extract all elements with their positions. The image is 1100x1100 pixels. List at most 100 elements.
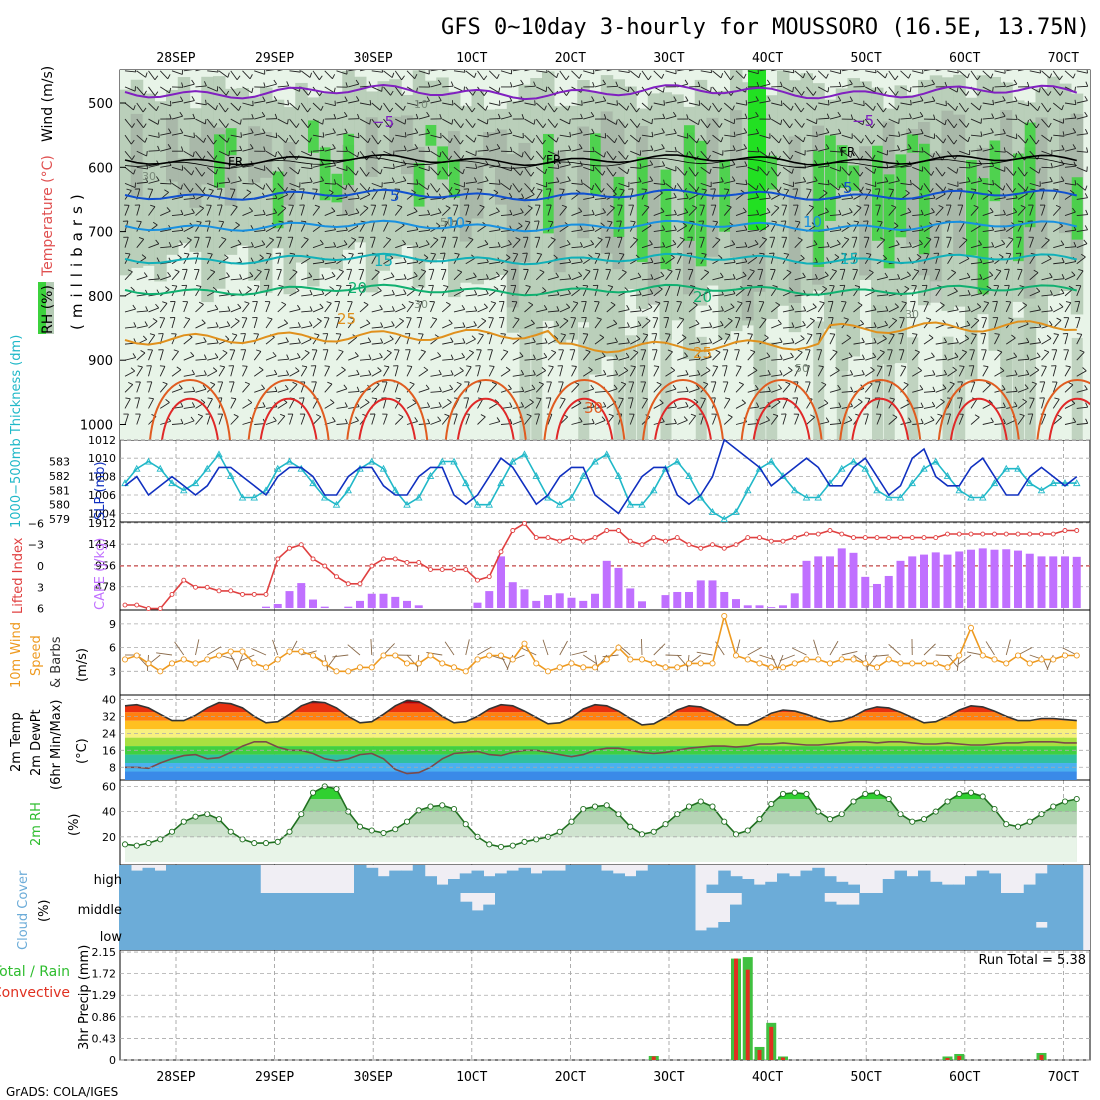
wind-barb xyxy=(594,420,606,425)
temp-band xyxy=(125,754,1077,764)
wind-barb xyxy=(180,146,184,152)
wind-barb xyxy=(571,165,583,168)
wind-barb xyxy=(203,354,207,360)
cloud-bar xyxy=(342,922,355,950)
wind-barb xyxy=(395,293,407,297)
wind-barb xyxy=(301,150,312,157)
wind-barb xyxy=(297,105,301,111)
pressure-tick-label: 600 xyxy=(88,161,113,176)
wind-barb xyxy=(176,366,182,371)
wind-barb xyxy=(876,239,886,248)
wind-barb xyxy=(1041,294,1053,297)
wind-barb xyxy=(865,188,871,191)
cloud-axis-label: Cloud Cover xyxy=(16,870,31,950)
wind-barb xyxy=(430,285,434,297)
cloud-bar xyxy=(589,865,602,893)
wind-barb xyxy=(578,417,583,422)
wind-barb xyxy=(780,119,783,125)
wind-barb xyxy=(912,243,923,249)
wind-speed-line-point xyxy=(603,656,610,663)
wind-barb xyxy=(688,304,698,313)
wind-barb xyxy=(764,334,769,339)
wind-barb xyxy=(735,366,742,377)
time-axis-label: 3OCT xyxy=(653,1070,684,1085)
wind-barb xyxy=(489,86,499,93)
cloud-bar xyxy=(753,893,766,922)
wind-barb xyxy=(653,402,664,409)
wind-barb xyxy=(641,206,650,216)
wind-barb xyxy=(213,123,218,128)
wind-barb xyxy=(262,96,266,102)
wind-barb xyxy=(888,164,900,168)
cloud-bar xyxy=(142,922,155,950)
wind-barb xyxy=(894,303,899,308)
wind-barb xyxy=(309,137,312,143)
wind-speed-line-point xyxy=(192,660,199,667)
wind-barb xyxy=(1047,254,1052,260)
cloud-level-label: low xyxy=(100,930,123,945)
wind-barb xyxy=(911,270,920,281)
rh-shade-cell xyxy=(1047,76,1060,296)
wind-barb xyxy=(430,318,438,329)
isotherm-35 xyxy=(1048,397,1090,440)
wind-barb xyxy=(524,85,536,88)
wind-barb xyxy=(1002,402,1006,408)
wind-barb xyxy=(935,150,943,161)
wind-barb xyxy=(230,70,238,81)
wind-barb xyxy=(892,317,897,321)
wind-barb xyxy=(426,111,430,117)
wind-barb xyxy=(626,305,630,310)
wind-barb xyxy=(1029,342,1041,345)
wind-barb xyxy=(889,397,895,400)
wind-barb xyxy=(1065,301,1071,304)
wind-barb xyxy=(384,365,390,368)
wind-speed-line-point xyxy=(580,664,587,671)
wind-barb xyxy=(324,229,336,233)
wind-barb xyxy=(958,102,966,113)
wind-barb xyxy=(312,416,322,425)
wind-barb xyxy=(606,237,611,248)
wind-barb xyxy=(301,338,312,345)
wind-barb xyxy=(1059,75,1063,81)
cloud-bar xyxy=(1047,865,1060,893)
wind-barb xyxy=(800,107,805,113)
cape-bar xyxy=(1049,556,1058,608)
wind-barb xyxy=(641,225,652,232)
wind-barb xyxy=(531,384,536,390)
temp-band xyxy=(125,703,1077,713)
wind-barb xyxy=(959,310,971,313)
cloud-bar xyxy=(401,922,414,950)
wind-barb xyxy=(618,383,627,393)
wind-barb xyxy=(453,383,462,393)
cloud-units-label: (%) xyxy=(37,900,52,923)
wind-barb xyxy=(319,239,324,245)
cape-bar xyxy=(696,580,705,608)
wind-barb xyxy=(496,144,501,149)
wind-barb xyxy=(488,70,498,79)
wind-barb xyxy=(423,366,429,371)
wind-barb xyxy=(394,349,400,361)
wind-barb xyxy=(864,413,869,425)
wind-barb xyxy=(1041,276,1053,281)
wind-barb xyxy=(665,285,671,297)
rh-shade-cell xyxy=(166,117,179,182)
wind-barb xyxy=(345,82,348,88)
wind-barb xyxy=(413,207,418,212)
wind-barb xyxy=(709,168,712,174)
wind-barb xyxy=(571,132,583,136)
wind-barb xyxy=(571,246,583,249)
wind-barb xyxy=(835,366,840,371)
wind-barb xyxy=(208,188,214,191)
wind-barb xyxy=(441,183,451,192)
wind-barb xyxy=(685,369,689,375)
wind-barb xyxy=(727,317,733,322)
wind-barb xyxy=(571,365,577,367)
wind-barb xyxy=(500,369,511,377)
wind-barb xyxy=(723,70,731,81)
wind-speed-line-point xyxy=(298,648,305,655)
wind-barb xyxy=(977,91,981,96)
thickness-line-point xyxy=(508,457,517,465)
wind-speed-line-point xyxy=(615,644,622,651)
wind-barb xyxy=(1022,398,1027,403)
cloud-bar xyxy=(506,922,520,950)
